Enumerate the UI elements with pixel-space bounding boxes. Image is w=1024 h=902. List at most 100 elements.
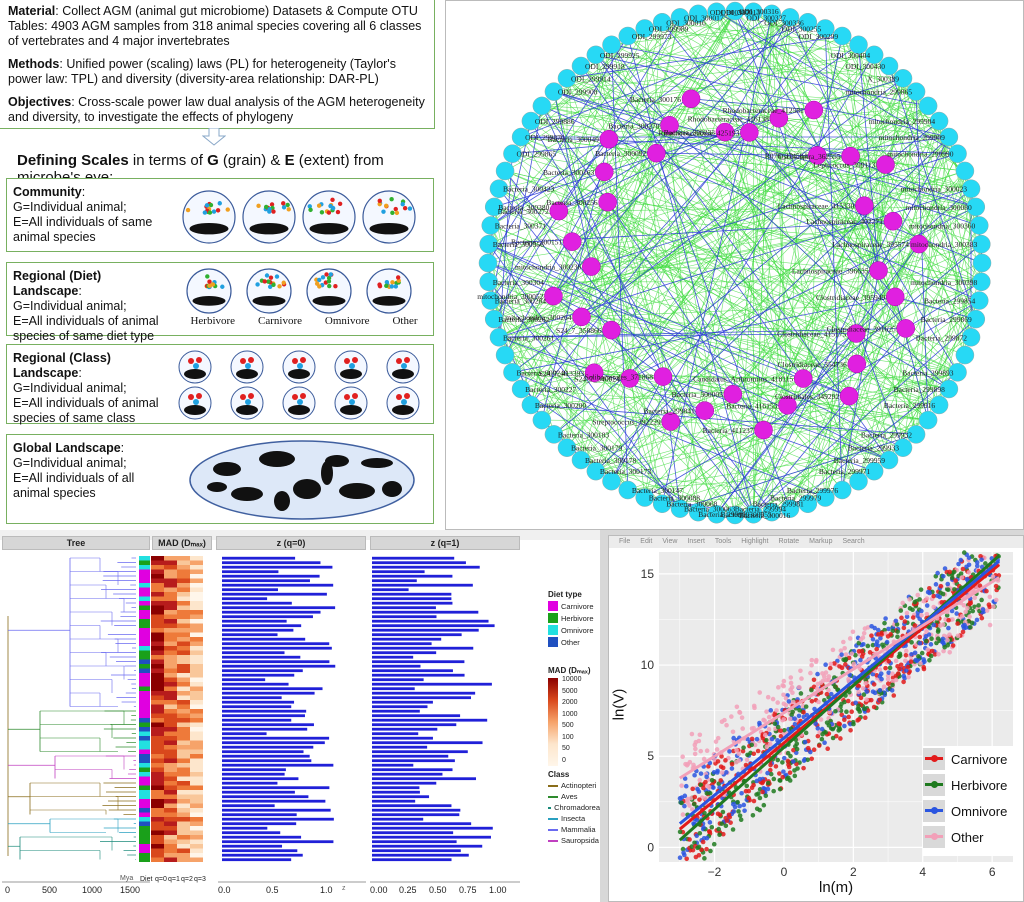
network-node-outer[interactable] [762, 502, 782, 522]
network-node-outer[interactable] [961, 328, 981, 347]
network-node-outer[interactable] [489, 179, 509, 198]
network-node-outer[interactable] [864, 461, 884, 481]
network-node-inner[interactable] [595, 162, 614, 182]
network-node-inner[interactable] [549, 201, 569, 221]
menu-item[interactable]: Search [842, 538, 865, 545]
network-node-outer[interactable] [586, 461, 606, 481]
network-node-inner[interactable] [584, 363, 604, 383]
network-node-outer[interactable] [972, 234, 991, 254]
network-node-outer[interactable] [906, 82, 926, 101]
network-node-inner[interactable] [855, 196, 874, 215]
network-node-outer[interactable] [744, 504, 763, 524]
network-node-outer[interactable] [849, 471, 868, 491]
network-node-outer[interactable] [532, 96, 552, 116]
network-node-outer[interactable] [893, 69, 913, 88]
network-node-inner[interactable] [562, 232, 582, 251]
network-node-outer[interactable] [521, 111, 541, 131]
network-node-outer[interactable] [879, 450, 899, 470]
network-node-outer[interactable] [635, 488, 655, 507]
network-node-outer[interactable] [478, 253, 498, 273]
network-node-outer[interactable] [929, 395, 949, 415]
network-node-outer[interactable] [484, 197, 504, 217]
network-node-inner[interactable] [681, 89, 701, 109]
network-node-outer[interactable] [652, 494, 672, 513]
network-node-outer[interactable] [955, 345, 975, 365]
network-node-outer[interactable] [532, 410, 552, 430]
network-node-outer[interactable] [489, 328, 509, 347]
network-node-outer[interactable] [744, 2, 763, 22]
network-node-inner[interactable] [769, 109, 789, 128]
network-node-outer[interactable] [725, 1, 745, 21]
network-node-outer[interactable] [484, 309, 504, 329]
menu-item[interactable]: Insert [687, 538, 705, 545]
network-node-outer[interactable] [544, 82, 564, 101]
network-node-inner[interactable] [620, 369, 640, 388]
menu-item[interactable]: Edit [640, 538, 653, 545]
network-node-outer[interactable] [918, 410, 938, 430]
network-node-outer[interactable] [864, 45, 884, 65]
network-node-outer[interactable] [815, 19, 835, 38]
network-node-outer[interactable] [503, 144, 522, 163]
network-node-inner[interactable] [715, 122, 735, 142]
network-node-outer[interactable] [929, 111, 949, 131]
network-node-inner[interactable] [839, 386, 859, 406]
network-node-outer[interactable] [906, 425, 926, 444]
network-node-outer[interactable] [879, 56, 899, 76]
network-node-outer[interactable] [849, 35, 868, 55]
network-node-outer[interactable] [618, 26, 638, 46]
menu-item[interactable]: Tools [714, 538, 732, 545]
network-node-outer[interactable] [670, 8, 690, 27]
menu-item[interactable]: Highlight [741, 538, 769, 545]
network-node-outer[interactable] [762, 4, 782, 24]
network-node-outer[interactable] [955, 161, 975, 181]
network-node-outer[interactable] [972, 272, 991, 292]
network-node-outer[interactable] [511, 127, 531, 147]
network-node-outer[interactable] [479, 234, 498, 254]
network-node-outer[interactable] [939, 379, 959, 399]
network-node-outer[interactable] [670, 499, 690, 518]
network-node-outer[interactable] [966, 197, 986, 217]
network-node-inner[interactable] [896, 319, 915, 338]
network-node-inner[interactable] [778, 396, 797, 415]
network-node-inner[interactable] [582, 257, 601, 276]
network-node-inner[interactable] [841, 146, 860, 166]
network-node-inner[interactable] [847, 324, 866, 343]
network-node-outer[interactable] [707, 2, 726, 22]
network-node-outer[interactable] [707, 504, 726, 524]
network-node-outer[interactable] [969, 216, 989, 235]
network-node-inner[interactable] [647, 143, 666, 163]
network-node-outer[interactable] [948, 363, 967, 382]
network-node-inner[interactable] [572, 307, 591, 327]
menu-item[interactable]: File [619, 538, 631, 545]
network-node-inner[interactable] [740, 123, 759, 142]
network-node-outer[interactable] [521, 395, 541, 415]
network-node-outer[interactable] [652, 13, 672, 32]
network-node-inner[interactable] [602, 320, 621, 340]
network-node-outer[interactable] [481, 216, 501, 235]
network-node-inner[interactable] [847, 354, 867, 374]
network-node-inner[interactable] [653, 367, 673, 386]
network-node-outer[interactable] [544, 425, 564, 444]
network-node-inner[interactable] [909, 234, 929, 254]
network-node-outer[interactable] [832, 480, 852, 500]
network-node-inner[interactable] [885, 287, 905, 307]
network-node-inner[interactable] [660, 116, 679, 135]
network-node-outer[interactable] [495, 161, 515, 181]
menu-item[interactable]: Rotate [778, 538, 800, 545]
network-node-outer[interactable] [571, 450, 591, 470]
network-node-outer[interactable] [918, 96, 938, 116]
network-node-outer[interactable] [972, 253, 992, 273]
network-node-outer[interactable] [571, 56, 591, 76]
network-node-outer[interactable] [969, 291, 989, 310]
network-node-inner[interactable] [661, 412, 680, 431]
network-node-inner[interactable] [876, 155, 895, 174]
network-node-outer[interactable] [961, 179, 981, 198]
network-node-inner[interactable] [754, 420, 773, 440]
network-node-outer[interactable] [635, 19, 655, 38]
network-node-inner[interactable] [599, 129, 619, 149]
network-node-outer[interactable] [688, 502, 708, 522]
network-node-outer[interactable] [481, 291, 501, 310]
network-node-outer[interactable] [948, 144, 967, 163]
network-node-outer[interactable] [557, 69, 577, 88]
network-node-outer[interactable] [798, 494, 818, 513]
